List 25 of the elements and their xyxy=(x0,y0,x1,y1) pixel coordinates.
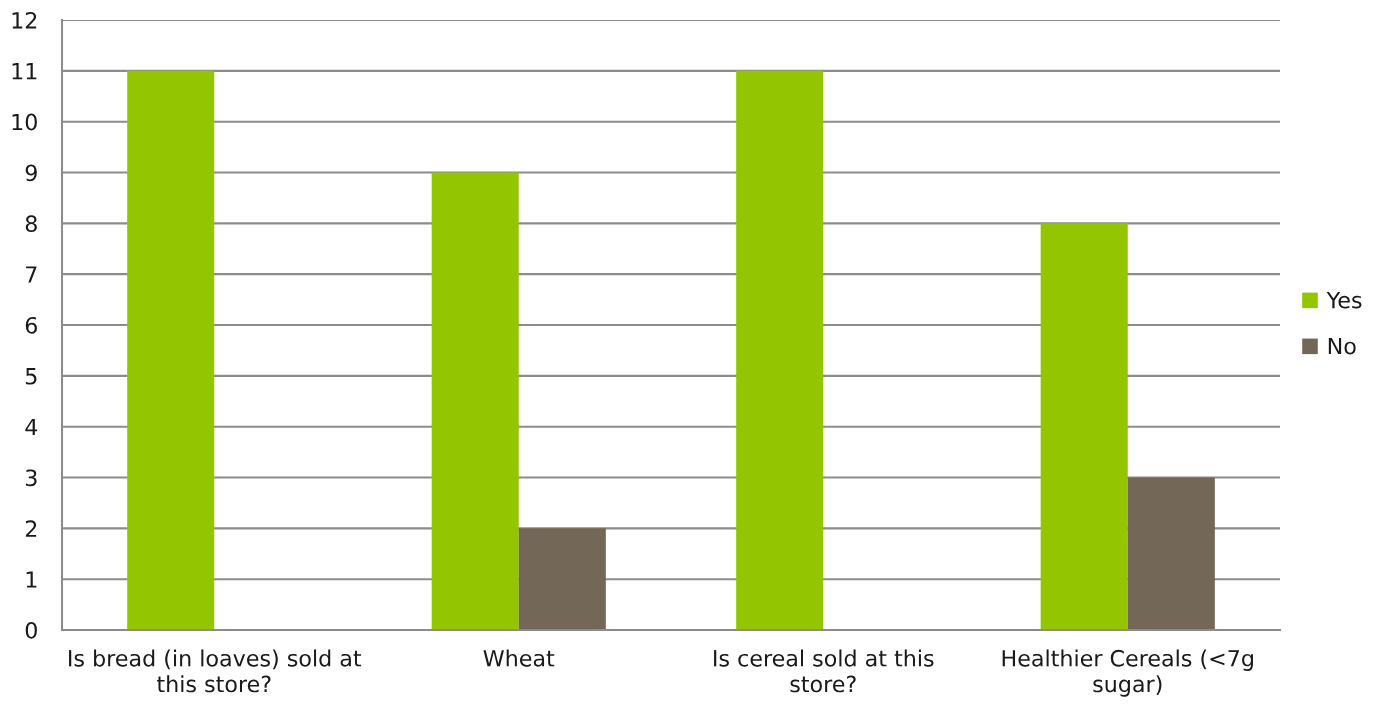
y-tick-label: 5 xyxy=(25,368,37,385)
x-tick-label: Wheat xyxy=(483,649,555,667)
bar xyxy=(1040,223,1128,630)
y-tick-label: 9 xyxy=(25,164,37,182)
y-tick-label: 3 xyxy=(25,469,37,487)
y-tick-label: 10 xyxy=(12,113,37,131)
y-tick-label: 2 xyxy=(25,520,37,537)
bar xyxy=(127,70,215,630)
x-tick-label: Is cereal sold at this store? xyxy=(714,649,934,693)
bar xyxy=(736,70,824,630)
legend-label: No xyxy=(1328,337,1356,355)
legend-label: Yes xyxy=(1326,291,1362,309)
y-tick-label: 0 xyxy=(25,621,37,639)
x-tick-label: Is bread (in loaves) sold at this store? xyxy=(69,649,362,693)
y-tick-label: 1 xyxy=(26,571,37,588)
bar xyxy=(518,528,606,630)
y-tick-label: 12 xyxy=(12,11,37,29)
y-tick-label: 11 xyxy=(12,63,37,80)
bar xyxy=(1127,477,1215,630)
y-tick-label: 6 xyxy=(25,316,37,334)
x-tick-label: Healthier Cereals (<7g sugar) xyxy=(1002,649,1253,697)
y-tick-label: 7 xyxy=(26,266,37,283)
y-tick-label: 4 xyxy=(25,418,38,436)
y-tick-label: 8 xyxy=(25,215,37,233)
bar xyxy=(431,172,519,630)
